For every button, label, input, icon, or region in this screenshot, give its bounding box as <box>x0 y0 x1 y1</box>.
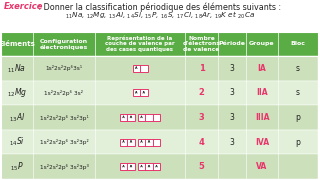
Text: p: p <box>296 138 300 147</box>
Text: 1s²2s²2p⁶3s¹: 1s²2s²2p⁶3s¹ <box>45 65 83 71</box>
Text: 1s²2s²2p⁶ 3s²3p²: 1s²2s²2p⁶ 3s²3p² <box>40 139 88 145</box>
Text: 5: 5 <box>199 162 204 171</box>
Text: IIIA: IIIA <box>255 113 269 122</box>
Text: 1s²2s²2p⁶ 3s²: 1s²2s²2p⁶ 3s² <box>44 90 84 96</box>
Bar <box>132 65 148 72</box>
Bar <box>138 114 160 121</box>
Bar <box>138 139 160 146</box>
Bar <box>1 154 318 179</box>
Bar <box>1 81 318 105</box>
Text: couche de valence par: couche de valence par <box>105 41 175 46</box>
Text: d'électrons: d'électrons <box>183 41 220 46</box>
Text: VA: VA <box>256 162 268 171</box>
Text: Bloc: Bloc <box>291 41 306 46</box>
Text: Exercice: Exercice <box>4 2 44 11</box>
Text: 1s²2s²2p⁶ 3s²3p³: 1s²2s²2p⁶ 3s²3p³ <box>40 164 88 170</box>
Bar <box>120 163 135 170</box>
Text: 3: 3 <box>199 113 204 122</box>
Text: $_{13}Al$: $_{13}Al$ <box>9 111 25 124</box>
Bar <box>132 89 148 96</box>
Text: $_{11}Na$, $_{12}Mg$, $_{13}Al$, $_{14}Si$, $_{15}P$, $_{16}S$, $_{17}Cl$, $_{18: $_{11}Na$, $_{12}Mg$, $_{13}Al$, $_{14}S… <box>65 10 255 21</box>
Text: $_{11}Na$: $_{11}Na$ <box>7 62 27 75</box>
Text: 4: 4 <box>199 138 204 147</box>
Text: : Donner la classification périodique des éléments suivants :: : Donner la classification périodique de… <box>36 2 281 12</box>
Text: des cases quantiques: des cases quantiques <box>107 47 173 52</box>
Text: 1: 1 <box>199 64 204 73</box>
Text: Groupe: Groupe <box>249 41 275 46</box>
Text: s: s <box>296 64 300 73</box>
Text: 3: 3 <box>229 138 235 147</box>
Text: de valence: de valence <box>183 47 220 52</box>
Text: électroniques: électroniques <box>40 44 88 50</box>
Text: Période: Période <box>219 41 245 46</box>
Text: IIA: IIA <box>256 88 268 97</box>
Text: $_{14}Si$: $_{14}Si$ <box>9 136 25 148</box>
Text: Nombre: Nombre <box>188 36 215 41</box>
Text: Représentation de la: Représentation de la <box>108 36 172 41</box>
Bar <box>1 32 318 56</box>
Bar <box>1 105 318 130</box>
Text: IA: IA <box>258 64 266 73</box>
Text: 2: 2 <box>199 88 204 97</box>
Bar <box>1 130 318 154</box>
Text: $_{15}P$: $_{15}P$ <box>10 160 24 173</box>
Bar <box>1 56 318 81</box>
Text: IVA: IVA <box>255 138 269 147</box>
Text: s: s <box>296 88 300 97</box>
Bar <box>120 114 135 121</box>
Text: 3: 3 <box>229 88 235 97</box>
Text: p: p <box>296 113 300 122</box>
Bar <box>120 139 135 146</box>
Text: 1s²2s²2p⁶ 3s²3p¹: 1s²2s²2p⁶ 3s²3p¹ <box>40 114 88 120</box>
Text: 3: 3 <box>229 64 235 73</box>
Text: Eléments: Eléments <box>0 41 36 47</box>
Text: 3: 3 <box>229 113 235 122</box>
Text: $_{12}Mg$: $_{12}Mg$ <box>7 86 27 99</box>
Bar <box>138 163 160 170</box>
Text: Configuration: Configuration <box>40 39 88 44</box>
